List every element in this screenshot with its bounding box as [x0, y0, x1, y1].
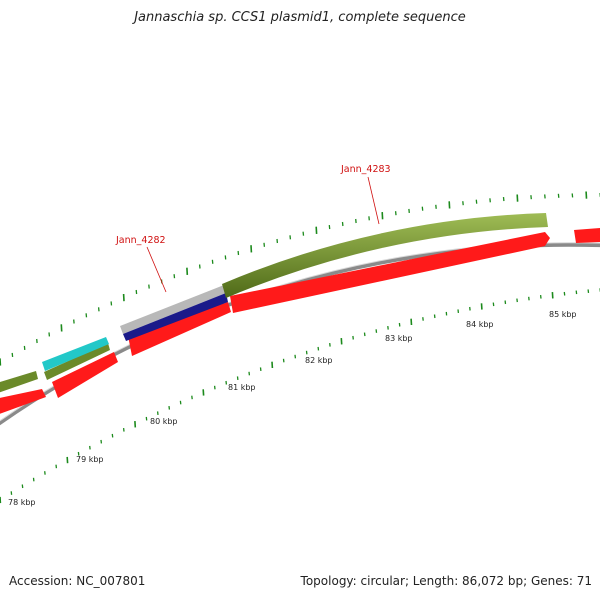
accession-number: Accession: NC_007801 — [9, 574, 146, 588]
feature-grey[interactable] — [120, 285, 226, 334]
cds-reverse-5[interactable] — [574, 228, 600, 243]
inner-scale-ticks — [0, 288, 600, 504]
gene-label-jann-4283[interactable]: Jann_4283 — [340, 164, 391, 175]
scale-label-84: 84 kbp — [466, 320, 494, 329]
cds-reverse-1[interactable] — [0, 389, 46, 416]
scale-label-83: 83 kbp — [385, 334, 413, 343]
cds-reverse-jann-4283[interactable] — [230, 232, 550, 313]
cds-reverse-3[interactable] — [128, 302, 231, 356]
backbone-circle — [0, 242, 600, 426]
scale-labels: 78 kbp 79 kbp 80 kbp 81 kbp 82 kbp 83 kb… — [8, 310, 577, 507]
scale-label-80: 80 kbp — [150, 417, 178, 426]
scale-label-81: 81 kbp — [228, 383, 256, 392]
leader-line-jann-4283 — [367, 176, 380, 225]
backbone-highlight — [0, 242, 600, 422]
feature-blue-jann-4282[interactable] — [123, 293, 228, 341]
reverse-strand-features — [0, 228, 600, 416]
scale-label-85: 85 kbp — [549, 310, 577, 319]
outer-tick-marks — [0, 191, 600, 366]
cds-forward-1[interactable] — [0, 371, 38, 395]
gene-annotations: Jann_4282 Jann_4283 — [115, 164, 391, 293]
cds-reverse-2[interactable] — [52, 352, 118, 398]
scale-label-78: 78 kbp — [8, 498, 36, 507]
forward-strand-features — [0, 213, 548, 395]
gene-label-jann-4282[interactable]: Jann_4282 — [115, 235, 166, 246]
scale-label-82: 82 kbp — [305, 356, 333, 365]
feature-cyan[interactable] — [42, 337, 109, 371]
topology-info: Topology: circular; Length: 86,072 bp; G… — [300, 574, 592, 588]
leader-line-jann-4282 — [146, 246, 167, 293]
map-title: Jannaschia sp. CCS1 plasmid1, complete s… — [134, 10, 466, 25]
cds-forward-2[interactable] — [44, 343, 110, 380]
cds-forward-jann-4283[interactable] — [222, 213, 548, 298]
scale-label-79: 79 kbp — [76, 455, 104, 464]
